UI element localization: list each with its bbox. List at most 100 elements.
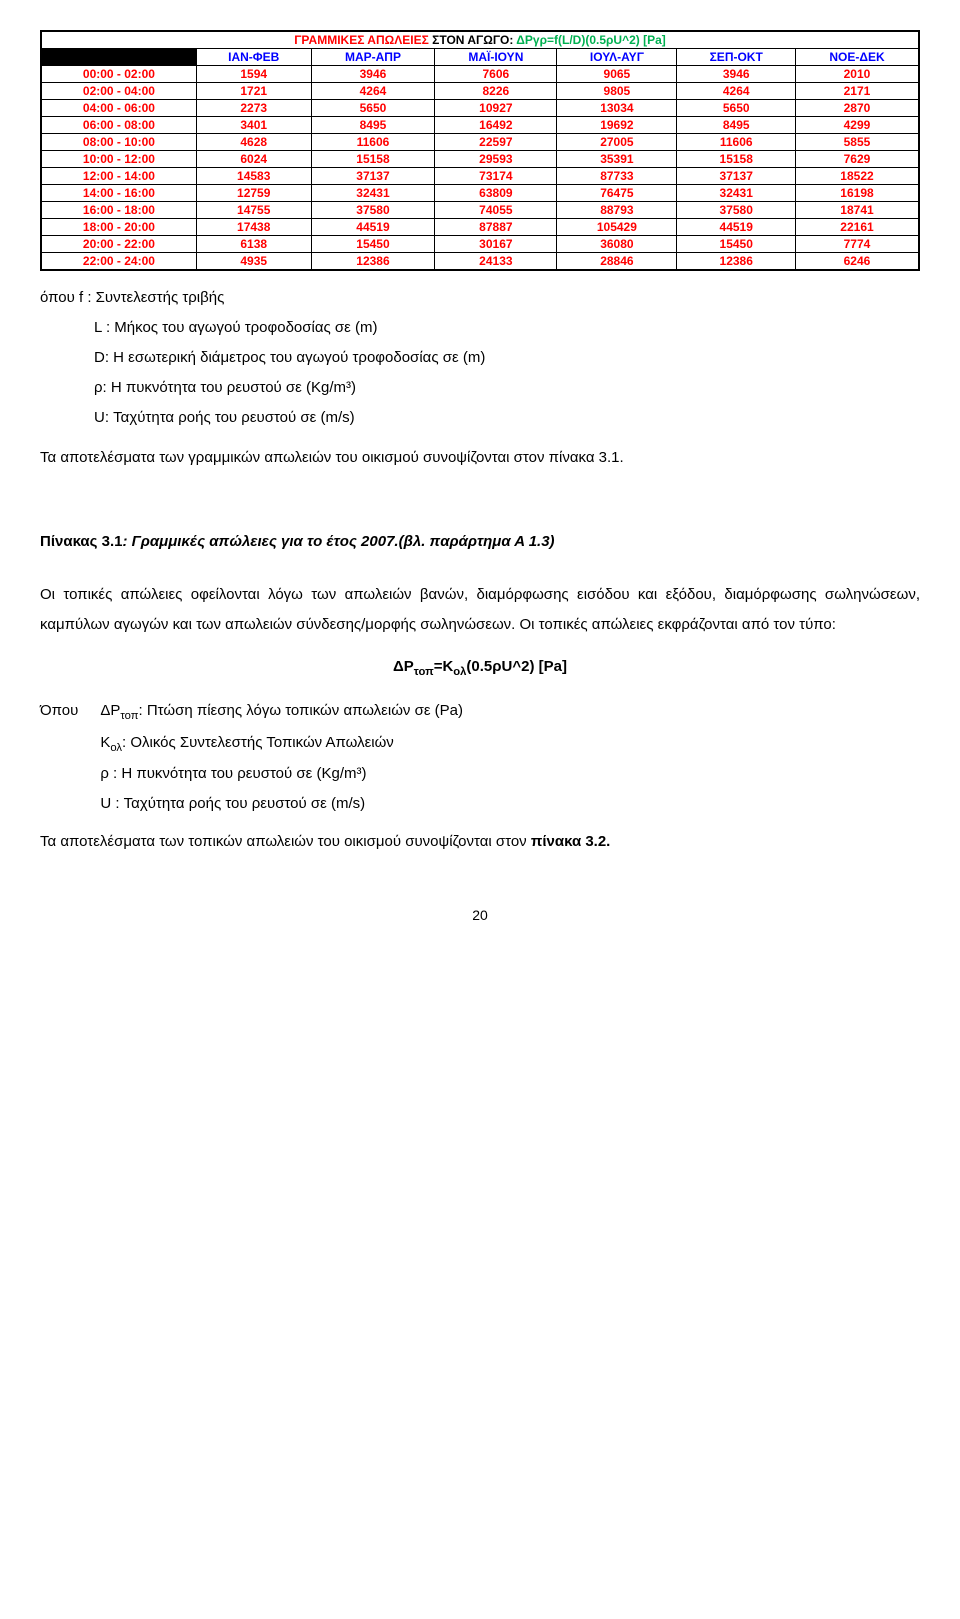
cell: 5650 (677, 100, 796, 117)
local-losses-paragraph: Οι τοπικές απώλειες οφείλονται λόγω των … (40, 580, 920, 640)
cell: 88793 (557, 202, 677, 219)
defs2-lead: Όπου (40, 696, 78, 819)
cell: 28846 (557, 253, 677, 271)
cell: 19692 (557, 117, 677, 134)
row-label: 12:00 - 14:00 (41, 168, 196, 185)
cell: 2870 (795, 100, 919, 117)
row-label: 08:00 - 10:00 (41, 134, 196, 151)
def-l: L : Μήκος του αγωγού τροφοδοσίας σε (m) (94, 313, 920, 343)
cell: 10927 (435, 100, 557, 117)
cell: 9065 (557, 66, 677, 83)
row-label: 02:00 - 04:00 (41, 83, 196, 100)
row-label: 20:00 - 22:00 (41, 236, 196, 253)
cell: 87733 (557, 168, 677, 185)
title-part-a: ΓΡΑΜΜΙΚΕΣ ΑΠΩΛΕΙΕΣ (294, 33, 429, 47)
cell: 8495 (677, 117, 796, 134)
cell: 3946 (677, 66, 796, 83)
cell: 2010 (795, 66, 919, 83)
row-label: 22:00 - 24:00 (41, 253, 196, 271)
table-row: 00:00 - 02:00159439467606906539462010 (41, 66, 919, 83)
table-row: 02:00 - 04:00172142648226980542642171 (41, 83, 919, 100)
row-label: 14:00 - 16:00 (41, 185, 196, 202)
cell: 76475 (557, 185, 677, 202)
cell: 4299 (795, 117, 919, 134)
table-row: 18:00 - 20:00174384451987887105429445192… (41, 219, 919, 236)
table-title: ΓΡΑΜΜΙΚΕΣ ΑΠΩΛΕΙΕΣ ΣΤΟΝ ΑΓΩΓΟ: ΔΡγρ=f(L/… (41, 31, 919, 49)
cell: 4628 (196, 134, 311, 151)
caption-ref: (βλ. παράρτημα Α 1.3) (399, 533, 555, 550)
cell: 9805 (557, 83, 677, 100)
table-row: 08:00 - 10:00462811606225972700511606585… (41, 134, 919, 151)
cell: 8226 (435, 83, 557, 100)
cell: 73174 (435, 168, 557, 185)
table-row: 12:00 - 14:00145833713773174877333713718… (41, 168, 919, 185)
row-label: 00:00 - 02:00 (41, 66, 196, 83)
cell: 16492 (435, 117, 557, 134)
cell: 4935 (196, 253, 311, 271)
cell: 15450 (311, 236, 435, 253)
def-rho: ρ: Η πυκνότητα του ρευστού σε (Kg/m³) (94, 373, 920, 403)
cell: 18741 (795, 202, 919, 219)
table-row: 14:00 - 16:00127593243163809764753243116… (41, 185, 919, 202)
table-row: 04:00 - 06:0022735650109271303456502870 (41, 100, 919, 117)
def2-rho: ρ : Η πυκνότητα του ρευστού σε (Kg/m³) (100, 759, 920, 789)
row-label: 06:00 - 08:00 (41, 117, 196, 134)
caption-rest: : Γραμμικές απώλειες για το έτος 2007. (122, 533, 398, 550)
cell: 4264 (311, 83, 435, 100)
cell: 11606 (311, 134, 435, 151)
row-label: 10:00 - 12:00 (41, 151, 196, 168)
results-paragraph-1: Τα αποτελέσματα των γραμμικών απωλειών τ… (40, 443, 920, 473)
row-label: 18:00 - 20:00 (41, 219, 196, 236)
cell: 6024 (196, 151, 311, 168)
cell: 2273 (196, 100, 311, 117)
cell: 37137 (677, 168, 796, 185)
def2-k: Kολ: Ολικός Συντελεστής Τοπικών Απωλειών (100, 728, 920, 760)
cell: 4264 (677, 83, 796, 100)
results-paragraph-2: Τα αποτελέσματα των τοπικών απωλειών του… (40, 827, 920, 857)
cell: 22597 (435, 134, 557, 151)
cell: 7774 (795, 236, 919, 253)
cell: 18522 (795, 168, 919, 185)
cell: 24133 (435, 253, 557, 271)
losses-table: ΓΡΑΜΜΙΚΕΣ ΑΠΩΛΕΙΕΣ ΣΤΟΝ ΑΓΩΓΟ: ΔΡγρ=f(L/… (40, 30, 920, 271)
cell: 5650 (311, 100, 435, 117)
cell: 35391 (557, 151, 677, 168)
cell: 37137 (311, 168, 435, 185)
cell: 44519 (311, 219, 435, 236)
cell: 16198 (795, 185, 919, 202)
header-col: ΜΑΡ-ΑΠΡ (311, 49, 435, 66)
def2-u: U : Ταχύτητα ροής του ρευστού σε (m/s) (100, 789, 920, 819)
cell: 1594 (196, 66, 311, 83)
header-col: ΜΑΪ-ΙΟΥΝ (435, 49, 557, 66)
cell: 37580 (677, 202, 796, 219)
caption-label: Πίνακας 3.1 (40, 533, 122, 550)
table-row: 20:00 - 22:00613815450301673608015450777… (41, 236, 919, 253)
header-col: ΙΑΝ-ΦΕΒ (196, 49, 311, 66)
row-label: 04:00 - 06:00 (41, 100, 196, 117)
cell: 12386 (311, 253, 435, 271)
table-caption: Πίνακας 3.1: Γραμμικές απώλειες για το έ… (40, 533, 920, 550)
table-row: 22:00 - 24:00493512386241332884612386624… (41, 253, 919, 271)
def-f: όπου f : Συντελεστής τριβής (40, 283, 920, 313)
cell: 44519 (677, 219, 796, 236)
table-row: 06:00 - 08:0034018495164921969284954299 (41, 117, 919, 134)
cell: 6246 (795, 253, 919, 271)
table-row: 10:00 - 12:00602415158295933539115158762… (41, 151, 919, 168)
table-row: 16:00 - 18:00147553758074055887933758018… (41, 202, 919, 219)
cell: 7629 (795, 151, 919, 168)
cell: 14755 (196, 202, 311, 219)
cell: 12759 (196, 185, 311, 202)
row-label: 16:00 - 18:00 (41, 202, 196, 219)
page-number: 20 (40, 907, 920, 923)
def2-dp: ΔΡτοπ: Πτώση πίεσης λόγω τοπικών απωλειώ… (100, 696, 920, 728)
cell: 5855 (795, 134, 919, 151)
cell: 63809 (435, 185, 557, 202)
cell: 22161 (795, 219, 919, 236)
header-blank (41, 49, 196, 66)
cell: 37580 (311, 202, 435, 219)
cell: 32431 (677, 185, 796, 202)
cell: 7606 (435, 66, 557, 83)
cell: 11606 (677, 134, 796, 151)
table-header-row: ΙΑΝ-ΦΕΒ ΜΑΡ-ΑΠΡ ΜΑΪ-ΙΟΥΝ ΙΟΥΛ-ΑΥΓ ΣΕΠ-ΟΚ… (41, 49, 919, 66)
cell: 30167 (435, 236, 557, 253)
